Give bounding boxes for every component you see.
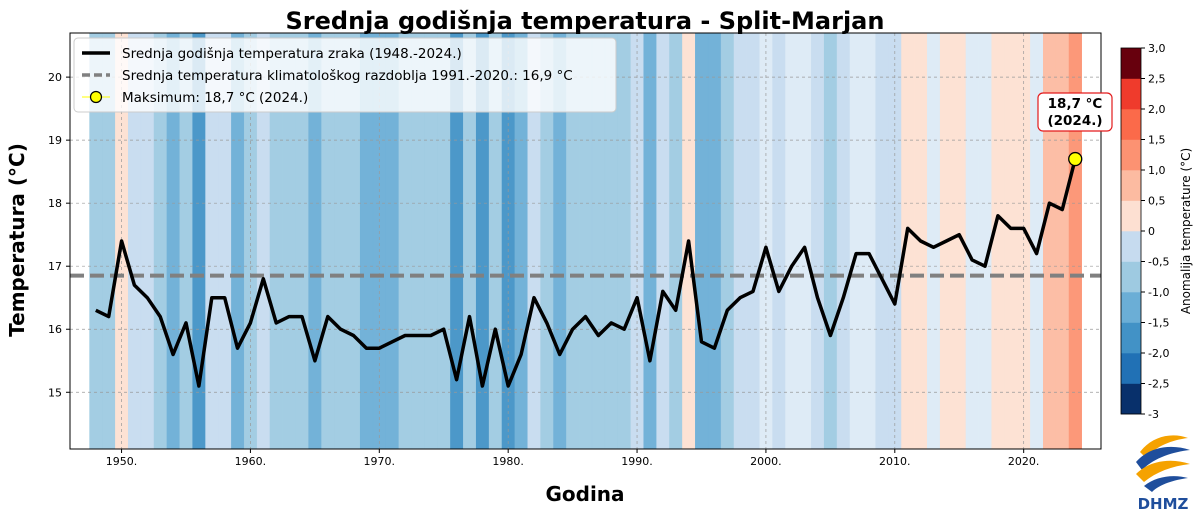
y-tick-label: 16 bbox=[48, 323, 62, 336]
colorbar-segment bbox=[1121, 262, 1141, 293]
anomaly-stripe bbox=[875, 33, 888, 449]
colorbar-label: Anomalija temperature (°C) bbox=[1179, 148, 1193, 314]
logo-text: DHMZ bbox=[1138, 495, 1189, 513]
colorbar-tick-label: 2,0 bbox=[1148, 103, 1166, 116]
y-tick-label: 19 bbox=[48, 134, 62, 147]
y-tick-label: 20 bbox=[48, 71, 62, 84]
anomaly-stripe bbox=[708, 33, 721, 449]
x-axis-label: Godina bbox=[545, 482, 624, 506]
chart-title: Srednja godišnja temperatura - Split-Mar… bbox=[286, 7, 885, 35]
colorbar-segment bbox=[1121, 384, 1141, 415]
anomaly-stripe bbox=[772, 33, 785, 449]
anomaly-stripe bbox=[811, 33, 824, 449]
colorbar-segment bbox=[1121, 231, 1141, 262]
x-tick-label: 1990. bbox=[621, 455, 653, 468]
legend-entry: Maksimum: 18,7 °C (2024.) bbox=[122, 90, 308, 106]
annotation-value: 18,7 °C bbox=[1048, 96, 1103, 112]
colorbar-tick-label: 1,0 bbox=[1148, 164, 1166, 177]
colorbar-segment bbox=[1121, 170, 1141, 201]
anomaly-stripe bbox=[798, 33, 811, 449]
colorbar-tick-label: -1,0 bbox=[1148, 286, 1169, 299]
anomaly-stripe bbox=[669, 33, 682, 449]
colorbar: 3,0 2,5 2,0 1,5 1,0 0,5 0 -0,5 -1,0 -1,5 -2,0 -2,5 -… bbox=[1121, 42, 1169, 421]
anomaly-stripe bbox=[734, 33, 747, 449]
colorbar-segment bbox=[1121, 109, 1141, 140]
maximum-annotation: 18,7 °C (2024.) bbox=[1038, 93, 1112, 131]
x-tick-label: 1970. bbox=[364, 455, 396, 468]
colorbar-tick-label: 0 bbox=[1148, 225, 1155, 238]
dhmz-logo: DHMZ bbox=[1136, 435, 1190, 513]
anomaly-stripe bbox=[618, 33, 631, 449]
colorbar-tick-label: 2,5 bbox=[1148, 73, 1166, 86]
legend-marker-swatch bbox=[91, 92, 102, 103]
colorbar-tick-label: -2,5 bbox=[1148, 378, 1169, 391]
x-tick-label: 2020. bbox=[1008, 455, 1040, 468]
anomaly-stripe bbox=[837, 33, 850, 449]
anomaly-stripe bbox=[863, 33, 876, 449]
colorbar-segment bbox=[1121, 353, 1141, 384]
colorbar-segment bbox=[1121, 201, 1141, 232]
anomaly-stripe bbox=[643, 33, 656, 449]
anomaly-stripe bbox=[850, 33, 863, 449]
colorbar-tick-label: -3 bbox=[1148, 408, 1159, 421]
anomaly-stripe bbox=[721, 33, 734, 449]
anomaly-stripe bbox=[927, 33, 940, 449]
x-tick-label: 2000. bbox=[750, 455, 782, 468]
colorbar-segment bbox=[1121, 323, 1141, 354]
x-tick-label: 1960. bbox=[235, 455, 267, 468]
anomaly-stripe bbox=[824, 33, 837, 449]
y-tick-label: 18 bbox=[48, 197, 62, 210]
colorbar-tick-label: 3,0 bbox=[1148, 42, 1166, 55]
colorbar-tick-label: -0,5 bbox=[1148, 256, 1169, 269]
anomaly-stripe bbox=[966, 33, 979, 449]
legend-entry: Srednja godišnja temperatura zraka (1948… bbox=[122, 46, 462, 62]
y-tick-label: 17 bbox=[48, 260, 62, 273]
logo-swoosh-icon bbox=[1144, 476, 1188, 492]
colorbar-tick-label: 0,5 bbox=[1148, 195, 1166, 208]
anomaly-stripe bbox=[785, 33, 798, 449]
x-tick-label: 2010. bbox=[879, 455, 911, 468]
anomaly-stripe bbox=[901, 33, 914, 449]
legend: Srednja godišnja temperatura zraka (1948… bbox=[74, 38, 616, 112]
y-axis-label: Temperatura (°C) bbox=[5, 143, 29, 337]
x-tick-label: 1980. bbox=[492, 455, 524, 468]
colorbar-segment bbox=[1121, 292, 1141, 323]
legend-entry: Srednja temperatura klimatološkog razdob… bbox=[122, 68, 573, 84]
colorbar-segment bbox=[1121, 48, 1141, 79]
y-tick-label: 15 bbox=[48, 386, 62, 399]
maximum-marker bbox=[1069, 153, 1082, 166]
colorbar-segment bbox=[1121, 79, 1141, 110]
anomaly-stripe bbox=[1004, 33, 1017, 449]
x-tick-label: 1950. bbox=[106, 455, 138, 468]
anomaly-stripe bbox=[695, 33, 708, 449]
anomaly-stripe bbox=[747, 33, 760, 449]
colorbar-tick-label: -2,0 bbox=[1148, 347, 1169, 360]
colorbar-segment bbox=[1121, 140, 1141, 171]
colorbar-tick-label: 1,5 bbox=[1148, 134, 1166, 147]
anomaly-stripe bbox=[656, 33, 669, 449]
colorbar-tick-label: -1,5 bbox=[1148, 317, 1169, 330]
annotation-year: (2024.) bbox=[1047, 113, 1102, 129]
anomaly-stripe bbox=[991, 33, 1004, 449]
